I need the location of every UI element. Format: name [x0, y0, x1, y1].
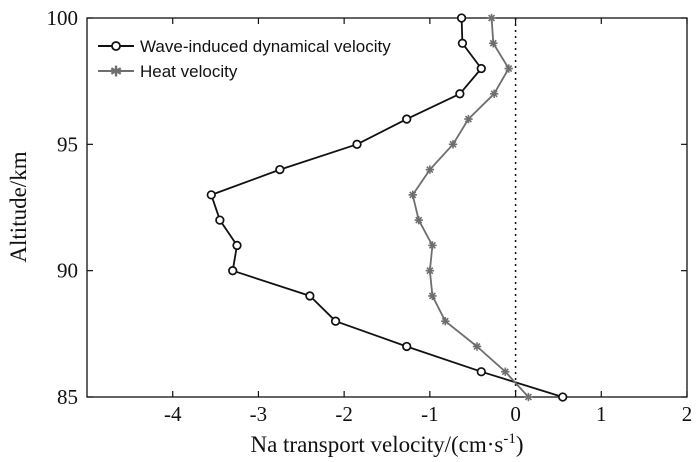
data-point	[402, 114, 412, 124]
data-point	[524, 392, 533, 402]
data-point	[489, 39, 498, 48]
series-line	[210, 17, 563, 398]
data-point	[425, 165, 435, 174]
data-point	[489, 89, 499, 98]
data-point	[414, 215, 423, 225]
y-tick-label: 85	[57, 385, 78, 409]
data-point	[558, 392, 568, 402]
data-point	[275, 164, 285, 175]
series-heat	[408, 13, 533, 402]
legend-marker-heat: ✱	[110, 63, 123, 81]
x-tick-label: 2	[682, 402, 693, 426]
x-axis-title-superscript: -1	[503, 431, 516, 447]
series-wave-induced	[206, 13, 568, 402]
data-point	[476, 63, 486, 74]
data-point	[464, 114, 473, 124]
data-point	[352, 139, 362, 149]
x-axis-title: Na transport velocity/(cm·s-1)	[250, 431, 523, 457]
x-tick-label: 1	[596, 402, 607, 426]
x-tick-label: -3	[250, 402, 268, 426]
y-tick-label: 90	[57, 259, 78, 283]
y-tick-label: 100	[47, 6, 79, 30]
legend-label-heat: Heat velocity	[140, 62, 238, 81]
data-point	[487, 13, 496, 23]
x-axis-ticks: -4 -3 -2 -1 0 1 2	[164, 18, 692, 426]
data-point	[456, 13, 467, 23]
data-point	[228, 266, 238, 276]
legend-label-wave: Wave-induced dynamical velocity	[140, 37, 391, 56]
legend-marker-wave	[111, 41, 121, 51]
data-point	[457, 38, 468, 48]
data-point	[504, 64, 513, 73]
data-point	[408, 190, 417, 200]
series-line	[411, 17, 530, 398]
plot-frame	[86, 17, 688, 398]
data-point	[232, 240, 242, 251]
data-point	[425, 266, 435, 275]
x-tick-label: -1	[421, 402, 439, 426]
series-layer	[206, 13, 568, 402]
data-point	[472, 342, 482, 351]
y-tick-label: 95	[57, 132, 78, 156]
x-axis-title-close: )	[516, 432, 524, 457]
data-point	[476, 367, 486, 377]
data-point	[428, 241, 437, 250]
data-point	[441, 317, 450, 326]
y-axis-ticks: 85 90 95 100	[47, 6, 687, 409]
y-axis-title: Altitude/km	[6, 151, 31, 262]
data-point	[501, 367, 510, 376]
x-tick-label: -2	[335, 402, 353, 426]
data-point	[448, 140, 458, 149]
data-point	[206, 190, 216, 200]
data-point	[455, 89, 465, 99]
x-tick-label: 0	[510, 402, 521, 426]
data-point	[330, 316, 341, 326]
data-point	[428, 291, 437, 301]
data-point	[402, 341, 412, 352]
data-point	[305, 291, 315, 301]
x-tick-label: -4	[164, 402, 182, 426]
legend: Wave-induced dynamical velocity ✱ Heat v…	[98, 37, 391, 81]
data-point	[215, 215, 225, 225]
